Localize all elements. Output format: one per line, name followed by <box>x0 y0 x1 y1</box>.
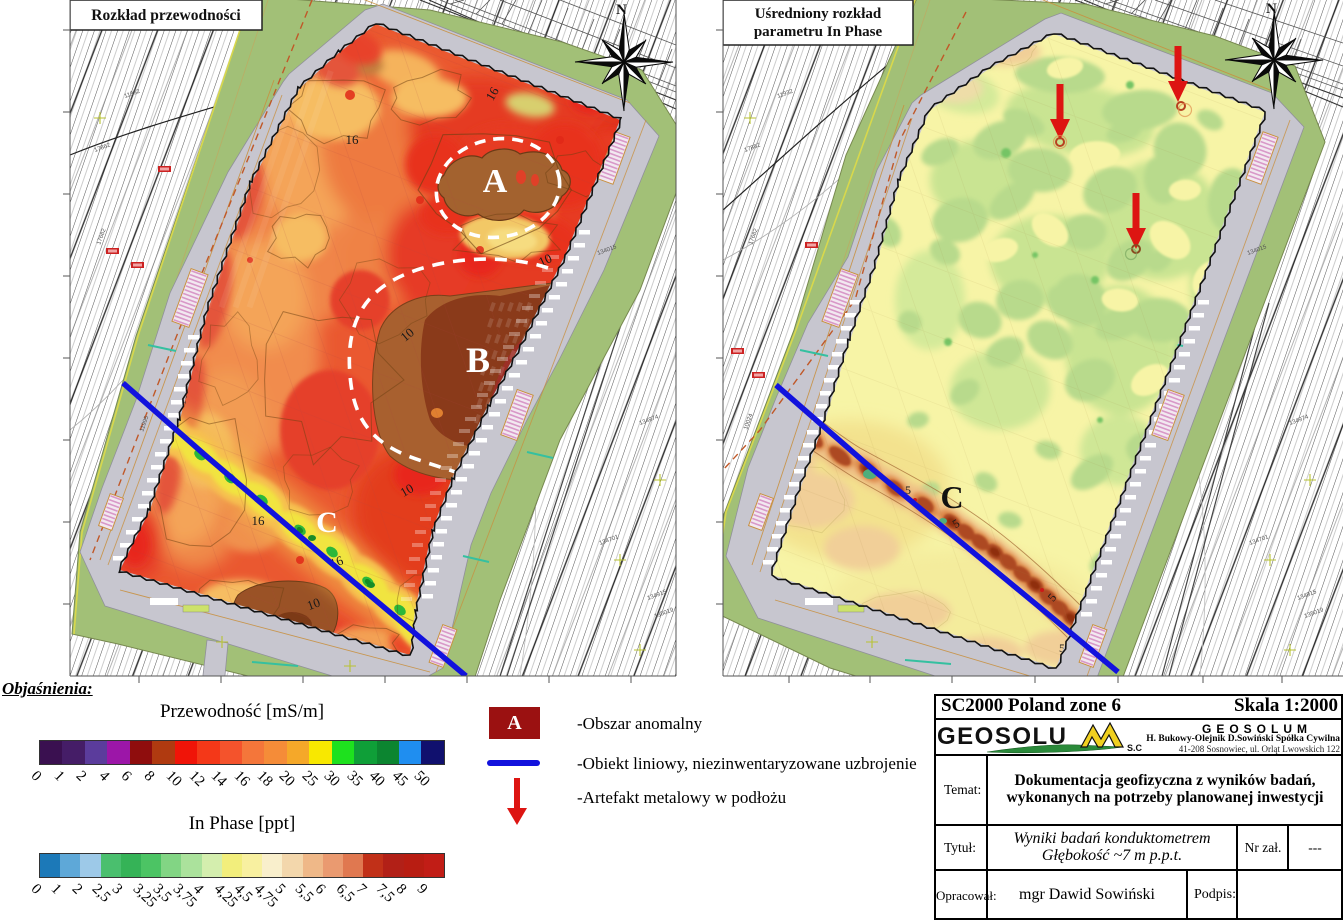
svg-text:Rozkład przewodności: Rozkład przewodności <box>91 7 241 24</box>
svg-text:S.C: S.C <box>1127 743 1143 753</box>
svg-text:C: C <box>316 506 338 539</box>
svg-text:B: B <box>466 340 490 380</box>
svg-text:A: A <box>483 163 508 200</box>
svg-text:10: 10 <box>305 595 322 614</box>
svg-text:10: 10 <box>397 480 416 499</box>
svg-text:Uśredniony rozkład: Uśredniony rozkład <box>755 6 882 22</box>
svg-text:17682: 17682 <box>748 227 760 245</box>
svg-text:N: N <box>616 2 627 18</box>
svg-text:parametru In Phase: parametru In Phase <box>754 24 883 40</box>
svg-text:10024: 10024 <box>743 412 755 430</box>
svg-text:N: N <box>1266 1 1277 17</box>
svg-text:16: 16 <box>346 132 360 147</box>
svg-text:11932: 11932 <box>777 88 795 99</box>
svg-text:17862: 17862 <box>744 142 762 154</box>
svg-text:5: 5 <box>1059 641 1065 655</box>
svg-text:16: 16 <box>252 513 266 528</box>
svg-text:11995: 11995 <box>139 415 150 433</box>
svg-text:17862: 17862 <box>94 142 112 154</box>
svg-text:5: 5 <box>905 483 911 497</box>
svg-text:17682: 17682 <box>96 227 108 245</box>
svg-text:11932: 11932 <box>124 88 142 99</box>
svg-text:C: C <box>940 479 963 515</box>
